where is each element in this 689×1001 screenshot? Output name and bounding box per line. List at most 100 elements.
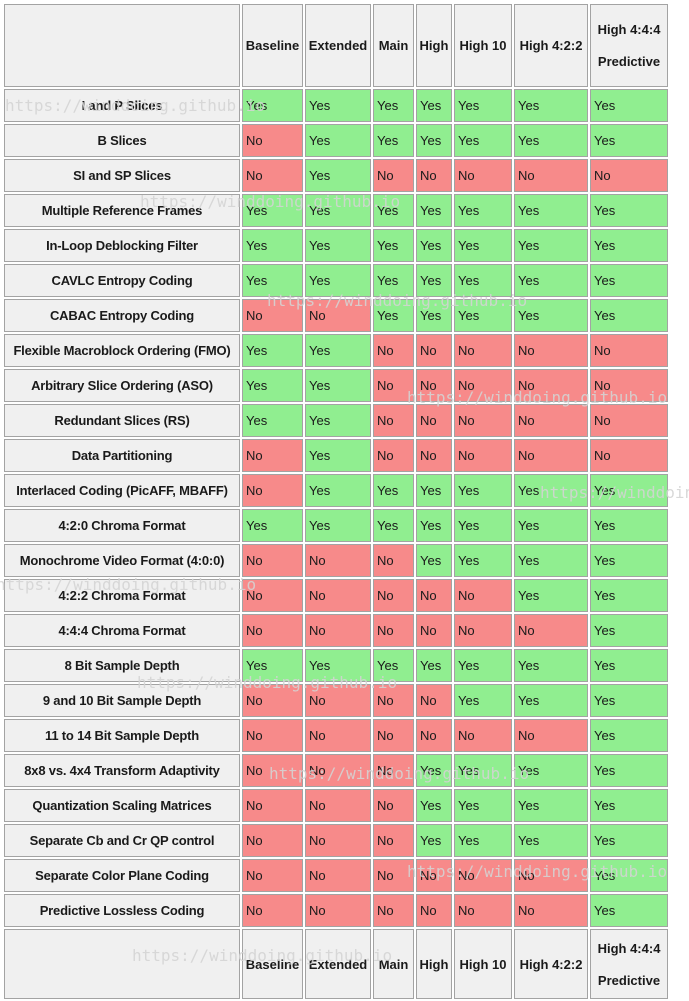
feature-label: I and P Slices [4, 89, 240, 122]
value-cell: No [514, 614, 588, 647]
value-cell: Yes [373, 264, 414, 297]
table-row: In-Loop Deblocking Filter Yes Yes Yes Yes Yes… [4, 229, 668, 262]
value-cell: Yes [590, 299, 668, 332]
value-cell: Yes [454, 194, 512, 227]
table-row: 9 and 10 Bit Sample Depth No No No No Yes Yes Y… [4, 684, 668, 717]
header-row: Baseline Extended Main High High 10 High 4:2:… [4, 4, 668, 87]
feature-label: 8 Bit Sample Depth [4, 649, 240, 682]
value-cell: Yes [514, 89, 588, 122]
value-cell: Yes [416, 229, 452, 262]
value-cell: Yes [454, 684, 512, 717]
value-cell: Yes [373, 89, 414, 122]
feature-label: Multiple Reference Frames [4, 194, 240, 227]
value-cell: No [242, 789, 303, 822]
value-cell: No [305, 859, 371, 892]
value-cell: No [590, 439, 668, 472]
table-row: Multiple Reference Frames Yes Yes Yes Yes Yes… [4, 194, 668, 227]
table-row: B Slices No Yes Yes Yes Yes Yes Yes [4, 124, 668, 157]
value-cell: Yes [373, 509, 414, 542]
feature-label: Flexible Macroblock Ordering (FMO) [4, 334, 240, 367]
table-body: I and P Slices Yes Yes Yes Yes Yes Yes Yes B Sli… [4, 89, 668, 927]
feature-label: B Slices [4, 124, 240, 157]
value-cell: Yes [454, 824, 512, 857]
value-cell: No [305, 789, 371, 822]
value-cell: No [242, 159, 303, 192]
feature-label: Separate Cb and Cr QP control [4, 824, 240, 857]
column-header-label: High 4:2:2 [519, 38, 583, 53]
value-cell: Yes [416, 194, 452, 227]
table-row: 8x8 vs. 4x4 Transform Adaptivity No No No Ye… [4, 754, 668, 787]
value-cell: Yes [242, 229, 303, 262]
value-cell: No [373, 789, 414, 822]
value-cell: Yes [454, 89, 512, 122]
value-cell: No [454, 579, 512, 612]
value-cell: Yes [590, 754, 668, 787]
table-row: Data Partitioning No Yes No No No No No [4, 439, 668, 472]
value-cell: Yes [416, 124, 452, 157]
feature-label: Separate Color Plane Coding [4, 859, 240, 892]
column-header-high: High [416, 929, 452, 999]
value-cell: Yes [454, 474, 512, 507]
value-cell: Yes [514, 509, 588, 542]
column-header-extended: Extended [305, 4, 371, 87]
feature-label: In-Loop Deblocking Filter [4, 229, 240, 262]
column-header-label: Extended [308, 956, 368, 972]
value-cell: No [305, 684, 371, 717]
column-header-label-line2: Predictive [597, 54, 661, 69]
value-cell: Yes [454, 789, 512, 822]
column-header-label-line2: Predictive [597, 972, 661, 988]
column-header-label: High 4:2:2 [519, 956, 583, 972]
column-header-high-4-4-4: High 4:4:4 Predictive [590, 4, 668, 87]
footer-row: Baseline Extended Main High High 10 High 4:2:… [4, 929, 668, 999]
feature-label: Quantization Scaling Matrices [4, 789, 240, 822]
value-cell: No [416, 859, 452, 892]
value-cell: No [242, 859, 303, 892]
value-cell: No [242, 474, 303, 507]
column-header-label: Main [378, 956, 409, 972]
value-cell: No [242, 439, 303, 472]
value-cell: No [514, 894, 588, 927]
value-cell: No [454, 404, 512, 437]
table-row: Redundant Slices (RS) Yes Yes No No No No No [4, 404, 668, 437]
value-cell: Yes [590, 614, 668, 647]
column-header-label: Baseline [245, 38, 300, 53]
table-row: Flexible Macroblock Ordering (FMO) Yes Yes… [4, 334, 668, 367]
value-cell: Yes [514, 649, 588, 682]
column-header-extended: Extended [305, 929, 371, 999]
value-cell: Yes [514, 754, 588, 787]
value-cell: No [373, 334, 414, 367]
value-cell: Yes [373, 229, 414, 262]
value-cell: Yes [305, 229, 371, 262]
value-cell: No [514, 719, 588, 752]
value-cell: Yes [514, 824, 588, 857]
table-row: Arbitrary Slice Ordering (ASO) Yes Yes No No… [4, 369, 668, 402]
value-cell: Yes [242, 509, 303, 542]
feature-label: 11 to 14 Bit Sample Depth [4, 719, 240, 752]
value-cell: Yes [590, 544, 668, 577]
feature-label: CAVLC Entropy Coding [4, 264, 240, 297]
table-row: Predictive Lossless Coding No No No No No No Ye… [4, 894, 668, 927]
value-cell: Yes [242, 89, 303, 122]
feature-label: Arbitrary Slice Ordering (ASO) [4, 369, 240, 402]
value-cell: Yes [416, 509, 452, 542]
value-cell: No [242, 894, 303, 927]
value-cell: Yes [305, 509, 371, 542]
value-cell: Yes [416, 89, 452, 122]
table-row: Quantization Scaling Matrices No No No Yes Ye… [4, 789, 668, 822]
value-cell: Yes [590, 684, 668, 717]
column-header-label: High [419, 38, 449, 53]
value-cell: Yes [514, 194, 588, 227]
value-cell: Yes [590, 579, 668, 612]
value-cell: No [373, 404, 414, 437]
value-cell: Yes [590, 649, 668, 682]
column-header-main: Main [373, 4, 414, 87]
table-row: CAVLC Entropy Coding Yes Yes Yes Yes Yes Yes Ye… [4, 264, 668, 297]
value-cell: Yes [242, 404, 303, 437]
value-cell: No [305, 894, 371, 927]
value-cell: No [242, 124, 303, 157]
value-cell: No [590, 334, 668, 367]
table-row: 4:2:0 Chroma Format Yes Yes Yes Yes Yes Yes Yes [4, 509, 668, 542]
value-cell: Yes [590, 124, 668, 157]
value-cell: No [373, 754, 414, 787]
